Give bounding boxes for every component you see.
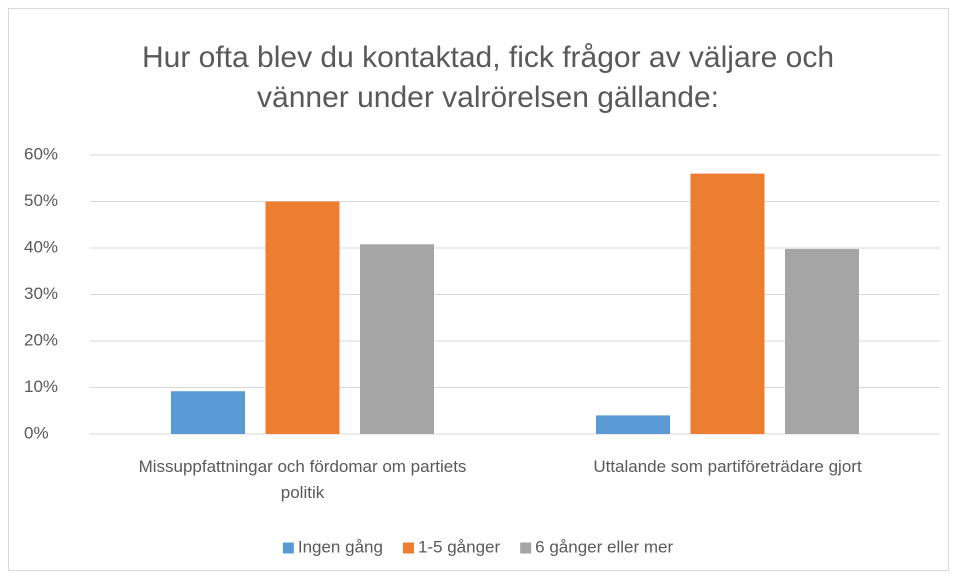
y-tick-label: 50% — [24, 191, 58, 210]
legend-swatch — [282, 542, 294, 554]
legend-swatch — [402, 542, 414, 554]
x-tick-label: Uttalande som partiföreträdare gjort — [593, 457, 862, 476]
x-tick-label: Missuppfattningar och fördomar om partie… — [138, 457, 467, 502]
bar — [360, 244, 434, 434]
bar — [690, 173, 765, 434]
y-tick-label: 40% — [24, 237, 58, 256]
bar — [265, 201, 340, 434]
y-tick-label: 20% — [24, 330, 58, 349]
bar — [785, 248, 859, 434]
legend-label: 1-5 gånger — [418, 537, 501, 556]
bar — [596, 415, 670, 434]
y-tick-label: 0% — [24, 423, 49, 442]
y-tick-label: 60% — [24, 144, 58, 163]
legend-swatch — [520, 542, 532, 554]
legend-label: 6 gånger eller mer — [535, 537, 673, 556]
y-tick-label: 30% — [24, 284, 58, 303]
chart-title: Hur ofta blev du kontaktad, fick frågor … — [141, 41, 835, 114]
legend-label: Ingen gång — [298, 537, 383, 556]
y-tick-label: 10% — [24, 377, 58, 396]
bar — [171, 391, 245, 434]
